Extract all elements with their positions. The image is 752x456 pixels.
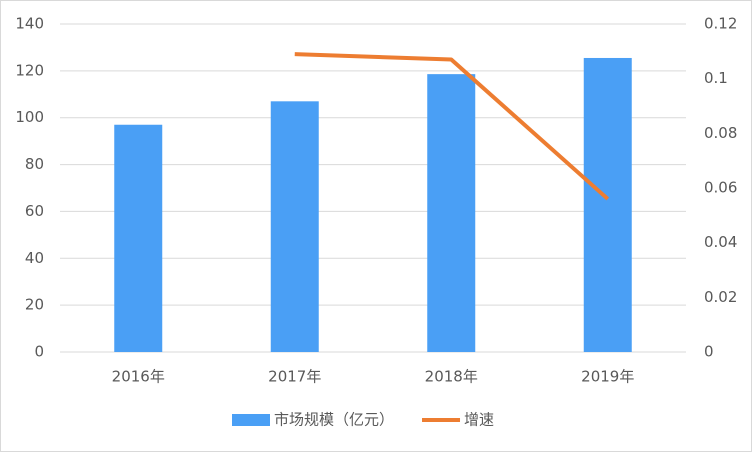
y2-tick-label: 0.1 bbox=[704, 69, 728, 87]
legend-swatch bbox=[232, 414, 270, 426]
y-tick-label: 100 bbox=[15, 108, 44, 126]
x-tick-label: 2017年 bbox=[268, 368, 321, 386]
y2-tick-label: 0.02 bbox=[704, 288, 737, 306]
bar bbox=[427, 74, 476, 352]
legend-label: 增速 bbox=[464, 411, 494, 429]
x-tick-label: 2019年 bbox=[581, 368, 634, 386]
x-tick-label: 2018年 bbox=[425, 368, 478, 386]
y2-tick-label: 0 bbox=[704, 343, 714, 361]
y-tick-label: 0 bbox=[34, 343, 44, 361]
y2-tick-label: 0.06 bbox=[704, 179, 737, 197]
y2-tick-label: 0.08 bbox=[704, 124, 737, 142]
y-tick-label: 40 bbox=[25, 249, 44, 267]
y-tick-label: 80 bbox=[25, 155, 44, 173]
y2-tick-label: 0.12 bbox=[704, 15, 737, 33]
legend-label: 市场规模（亿元） bbox=[274, 411, 394, 429]
y-tick-label: 60 bbox=[25, 202, 44, 220]
bar bbox=[270, 101, 319, 352]
x-tick-label: 2016年 bbox=[112, 368, 165, 386]
y-tick-label: 140 bbox=[15, 15, 44, 33]
bar bbox=[114, 124, 163, 352]
line bbox=[294, 52, 610, 201]
y-tick-label: 120 bbox=[15, 61, 44, 79]
y-tick-label: 20 bbox=[25, 296, 44, 314]
bar bbox=[583, 57, 632, 352]
y2-tick-label: 0.04 bbox=[704, 233, 737, 251]
